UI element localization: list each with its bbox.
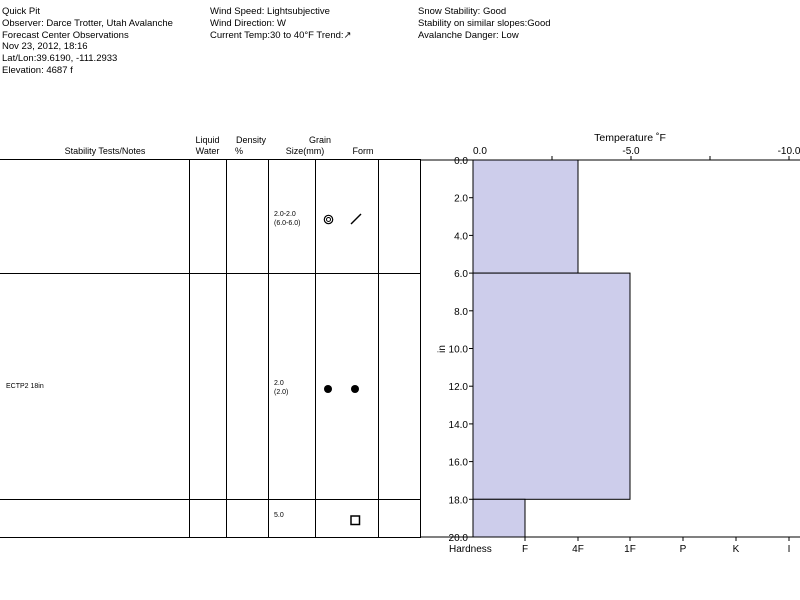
col1-line: Quick Pit — [2, 6, 41, 17]
temperature-tick-label: -5.0 — [622, 146, 640, 157]
grain-size-secondary: (6.0-6.0) — [274, 220, 301, 227]
target-icon — [323, 212, 334, 230]
row-divider — [0, 537, 420, 538]
header-size-text: Size(mm) — [285, 146, 325, 156]
header-density-text: Density — [235, 135, 266, 145]
depth-tick-label: 0.0 — [454, 156, 468, 167]
depth-tick-label: 18.0 — [449, 495, 469, 506]
grain-size-secondary: (2.0) — [274, 389, 289, 396]
slash-icon — [350, 212, 362, 230]
grain-size-value: 2.0 (2.0) — [274, 379, 288, 397]
wind-info: Wind Speed: Lightsubjective Wind Directio… — [210, 6, 351, 41]
header-water-text: Water — [195, 146, 220, 156]
snow-layers-table: 2.0-2.0 (6.0-6.0) ECTP2 18in 2.0 (2.0) 5.0 — [0, 159, 421, 538]
temperature-tick-label: -10.0 — [778, 146, 800, 157]
depth-tick-label: 14.0 — [449, 420, 469, 431]
hardness-bar — [472, 272, 631, 500]
header-form: Form — [352, 146, 374, 156]
column-divider — [268, 159, 269, 538]
grain-size-value: 2.0-2.0 (6.0-6.0) — [274, 210, 300, 228]
depth-tick-label: 6.0 — [454, 269, 468, 280]
square-icon — [350, 513, 361, 531]
header-grain-text: Grain — [308, 135, 331, 145]
depth-tick-label: 2.0 — [454, 194, 468, 205]
col1-line: Elevation: 4687 f — [2, 64, 73, 76]
hardness-tick-label: P — [680, 544, 687, 555]
depth-tick-label: 4.0 — [454, 231, 468, 242]
chart-title: Temperature ˚F — [594, 132, 666, 144]
col3-line: Snow Stability: Good — [418, 6, 507, 17]
hardness-tick-label: 4F — [572, 544, 584, 555]
hardness-axis-title: Hardness — [449, 544, 492, 555]
row-divider — [0, 273, 420, 274]
grain-size-value: 5.0 — [274, 511, 284, 520]
column-divider — [378, 159, 379, 538]
grain-size-range: 2.0-2.0 — [274, 211, 296, 218]
depth-tick-label: 10.0 — [449, 345, 469, 356]
row-divider — [0, 159, 420, 160]
column-divider — [420, 159, 421, 538]
stability-info: Snow Stability: Good Stability on similar… — [418, 6, 551, 41]
hardness-tick-label: I — [788, 544, 791, 555]
pit-info: Quick Pit Observer: Darce Trotter, Utah A… — [2, 6, 173, 77]
column-divider — [189, 159, 190, 538]
column-divider — [315, 159, 316, 538]
col1-line: Lat/Lon:39.6190, -111.2933 — [2, 53, 118, 65]
hardness-bar — [472, 159, 579, 274]
col1-line: Observer: Darce Trotter, Utah Avalanche — [2, 17, 173, 29]
col2-line: Current Temp:30 to 40°F Trend:↗ — [210, 29, 352, 41]
header-stability-tests: Stability Tests/Notes — [64, 146, 146, 156]
col2-line: Wind Direction: W — [210, 17, 287, 29]
dot-icon — [350, 381, 360, 399]
grain-size-range: 2.0 — [274, 380, 284, 387]
header-grain-size: Grain Size(mm) — [270, 135, 340, 157]
col3-line: Stability on similar slopes:Good — [418, 17, 551, 29]
depth-tick-label: 12.0 — [449, 382, 469, 393]
header-liquid-text: Liquid — [195, 135, 220, 145]
depth-axis-title: in — [437, 345, 448, 353]
stability-test-note: ECTP2 18in — [6, 383, 44, 390]
depth-tick-label: 20.0 — [449, 533, 469, 544]
grain-size-range: 5.0 — [274, 512, 284, 519]
col1-line: Nov 23, 2012, 18:16 — [2, 41, 88, 53]
col1-line: Forecast Center Observations — [2, 29, 129, 41]
header-liquid-water: Liquid Water — [189, 135, 226, 157]
header-density: Density % — [226, 135, 276, 157]
hardness-tick-label: 1F — [624, 544, 636, 555]
row-divider — [0, 499, 420, 500]
temperature-tick-label: 0.0 — [473, 146, 487, 157]
col2-line: Wind Speed: Lightsubjective — [210, 6, 330, 17]
dot-icon — [323, 381, 333, 399]
column-divider — [226, 159, 227, 538]
hardness-bar — [472, 498, 526, 538]
depth-tick-label: 16.0 — [449, 458, 469, 469]
hardness-tick-label: F — [522, 544, 528, 555]
col3-line: Avalanche Danger: Low — [418, 29, 519, 41]
header-density-percent: % — [235, 146, 244, 156]
hardness-tick-label: K — [733, 544, 740, 555]
depth-tick-label: 8.0 — [454, 307, 468, 318]
